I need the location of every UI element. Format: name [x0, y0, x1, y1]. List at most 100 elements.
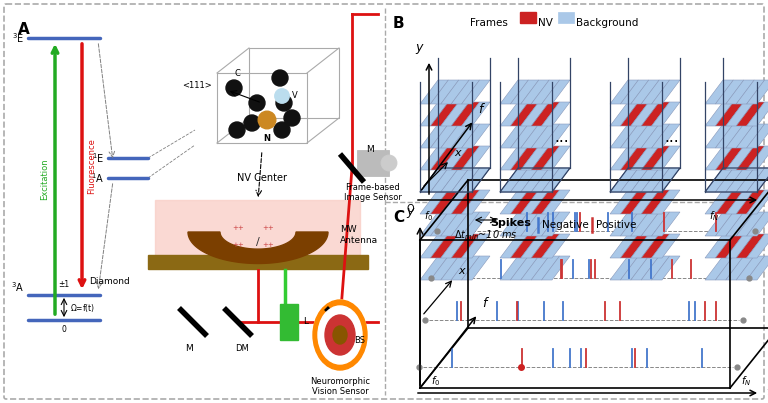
- Polygon shape: [631, 256, 659, 280]
- Polygon shape: [430, 124, 458, 148]
- Circle shape: [249, 95, 265, 111]
- Polygon shape: [641, 190, 670, 214]
- Polygon shape: [441, 168, 469, 192]
- Polygon shape: [705, 256, 733, 280]
- Polygon shape: [500, 190, 528, 214]
- Text: $f$: $f$: [478, 102, 486, 116]
- Polygon shape: [746, 212, 768, 236]
- Text: $\Omega$=f(t): $\Omega$=f(t): [70, 301, 95, 314]
- Polygon shape: [641, 212, 670, 236]
- Polygon shape: [541, 212, 570, 236]
- Polygon shape: [651, 168, 680, 192]
- Polygon shape: [541, 80, 570, 104]
- Polygon shape: [462, 212, 490, 236]
- Polygon shape: [500, 168, 528, 192]
- Polygon shape: [420, 212, 449, 236]
- Polygon shape: [500, 124, 528, 148]
- Polygon shape: [746, 102, 768, 126]
- Polygon shape: [531, 168, 560, 192]
- Polygon shape: [531, 124, 560, 148]
- Polygon shape: [521, 190, 549, 214]
- Text: M: M: [185, 344, 193, 353]
- Polygon shape: [430, 168, 458, 192]
- Circle shape: [275, 89, 290, 103]
- Polygon shape: [726, 168, 754, 192]
- Polygon shape: [188, 232, 328, 264]
- Polygon shape: [641, 80, 670, 104]
- Text: <111>: <111>: [182, 81, 212, 91]
- Polygon shape: [651, 102, 680, 126]
- Polygon shape: [531, 102, 560, 126]
- Text: ++: ++: [262, 242, 274, 248]
- Text: ±1: ±1: [58, 280, 70, 289]
- Text: $\Delta t_{min}$~10 ms: $\Delta t_{min}$~10 ms: [454, 228, 518, 242]
- Polygon shape: [451, 190, 479, 214]
- Polygon shape: [541, 168, 570, 192]
- Polygon shape: [716, 256, 743, 280]
- Polygon shape: [420, 102, 449, 126]
- Polygon shape: [500, 102, 528, 126]
- Polygon shape: [420, 168, 449, 192]
- Polygon shape: [521, 212, 549, 236]
- Polygon shape: [500, 256, 528, 280]
- Text: $y$: $y$: [406, 206, 416, 220]
- Polygon shape: [651, 234, 680, 258]
- Polygon shape: [716, 190, 743, 214]
- Polygon shape: [705, 190, 733, 214]
- Polygon shape: [441, 190, 469, 214]
- Polygon shape: [610, 212, 638, 236]
- Polygon shape: [500, 168, 528, 192]
- Polygon shape: [521, 102, 549, 126]
- Polygon shape: [430, 234, 458, 258]
- Polygon shape: [726, 190, 754, 214]
- Text: O: O: [406, 204, 414, 214]
- Ellipse shape: [313, 300, 367, 370]
- Text: Spikes: Spikes: [490, 218, 531, 228]
- Polygon shape: [451, 234, 479, 258]
- Polygon shape: [420, 190, 449, 214]
- Polygon shape: [746, 234, 768, 258]
- Polygon shape: [521, 234, 549, 258]
- Polygon shape: [610, 234, 638, 258]
- Text: $y$: $y$: [415, 42, 425, 56]
- Polygon shape: [521, 168, 549, 192]
- Polygon shape: [705, 124, 733, 148]
- Polygon shape: [441, 80, 469, 104]
- Polygon shape: [641, 124, 670, 148]
- Polygon shape: [641, 168, 670, 192]
- Polygon shape: [651, 168, 680, 192]
- Polygon shape: [451, 124, 479, 148]
- Polygon shape: [641, 102, 670, 126]
- Text: $f_0$: $f_0$: [425, 209, 434, 223]
- Polygon shape: [651, 124, 680, 148]
- Polygon shape: [746, 146, 768, 170]
- Bar: [280, 304, 298, 340]
- Ellipse shape: [313, 300, 367, 370]
- Polygon shape: [716, 168, 743, 192]
- Polygon shape: [641, 256, 670, 280]
- Polygon shape: [746, 168, 768, 192]
- Text: Negative: Negative: [542, 220, 589, 230]
- Text: $f_N$: $f_N$: [709, 209, 719, 223]
- Polygon shape: [631, 212, 659, 236]
- Polygon shape: [631, 234, 659, 258]
- Polygon shape: [511, 256, 539, 280]
- Text: 0: 0: [61, 325, 67, 334]
- Text: Excitation: Excitation: [41, 158, 49, 200]
- Polygon shape: [746, 168, 768, 192]
- Polygon shape: [420, 80, 449, 104]
- Polygon shape: [451, 146, 479, 170]
- Polygon shape: [726, 146, 754, 170]
- Polygon shape: [511, 146, 539, 170]
- Text: $^3$E: $^3$E: [12, 31, 24, 45]
- Polygon shape: [631, 146, 659, 170]
- Polygon shape: [631, 124, 659, 148]
- Text: Fluorescence: Fluorescence: [88, 139, 97, 194]
- Polygon shape: [621, 212, 649, 236]
- Polygon shape: [451, 212, 479, 236]
- Polygon shape: [511, 212, 539, 236]
- Polygon shape: [737, 168, 765, 192]
- Polygon shape: [462, 124, 490, 148]
- Text: ...: ...: [664, 129, 680, 145]
- Polygon shape: [462, 168, 490, 192]
